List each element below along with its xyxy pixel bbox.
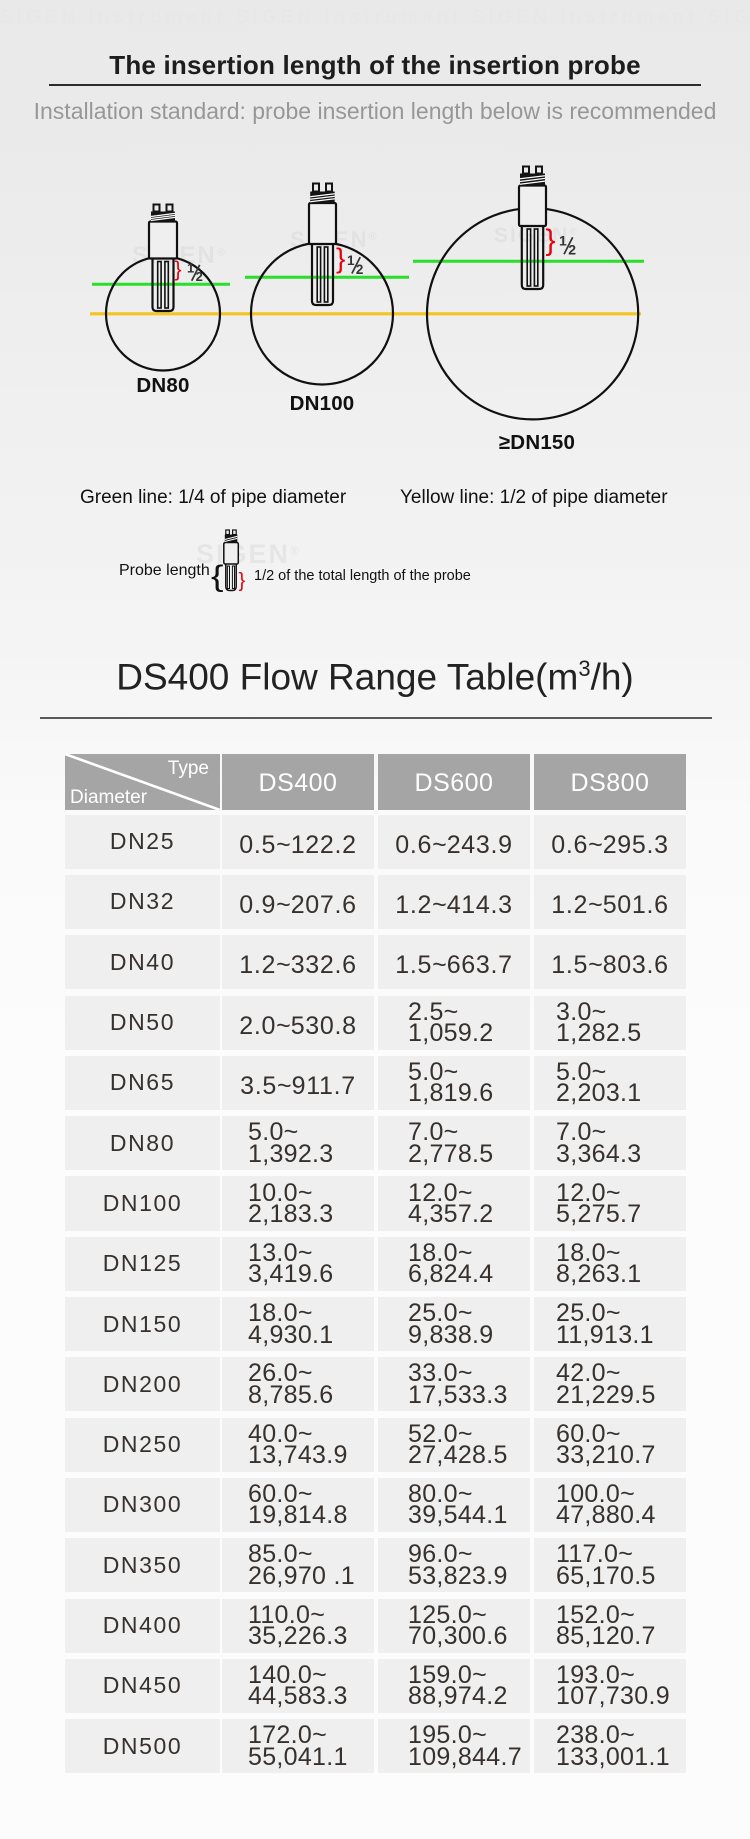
svg-text:}: } — [336, 243, 345, 274]
svg-text:1: 1 — [347, 253, 355, 268]
svg-text:}: } — [546, 224, 556, 257]
svg-text:2: 2 — [196, 269, 203, 284]
svg-text:}: } — [175, 258, 182, 281]
svg-text:1: 1 — [559, 233, 567, 249]
svg-text:}: } — [239, 570, 246, 592]
svg-text:1: 1 — [187, 261, 194, 276]
svg-text:2: 2 — [568, 242, 576, 258]
svg-text:2: 2 — [356, 262, 364, 277]
